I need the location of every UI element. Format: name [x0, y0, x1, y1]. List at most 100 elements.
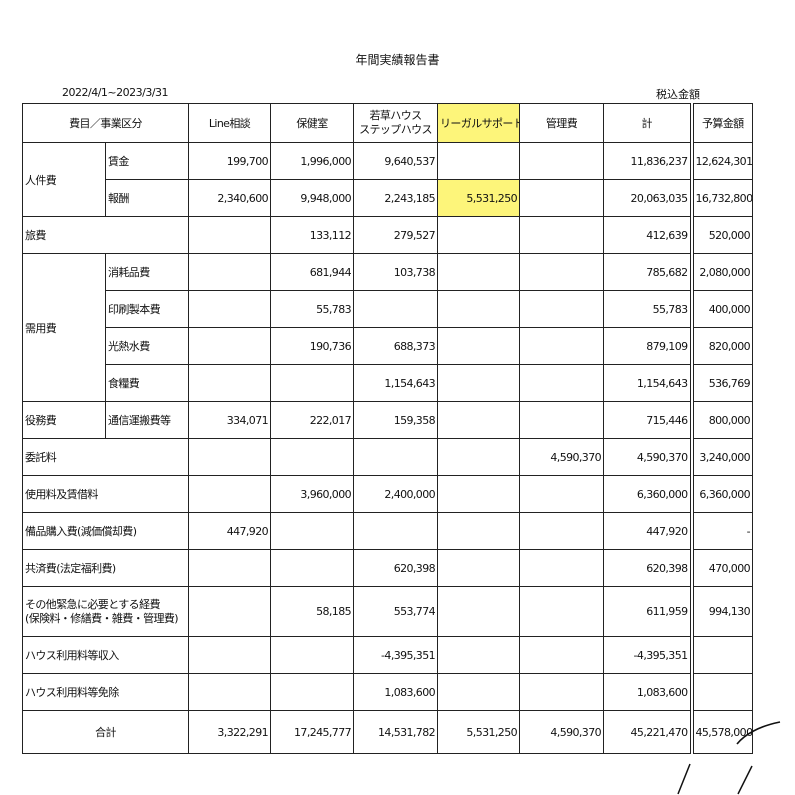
- amount-cell: 11,836,237: [603, 142, 692, 180]
- table-row: 食糧費 1,154,643 1,154,643 536,769: [23, 364, 753, 402]
- category-label: 備品購入費(減価償却費): [22, 512, 189, 550]
- header-wakakusa-house: 若草ハウス ステップハウス: [353, 103, 438, 143]
- amount-cell: 199,700: [188, 142, 271, 180]
- amount-cell: 994,130: [689, 586, 753, 637]
- amount-cell: 4,590,370: [519, 438, 604, 476]
- amount-cell: [437, 401, 520, 439]
- amount-cell: [270, 438, 354, 476]
- header-category: 費目／事業区分: [22, 103, 189, 143]
- amount-cell: 1,083,600: [353, 673, 438, 711]
- amount-cell: 3,322,291: [188, 710, 271, 754]
- amount-cell: [188, 673, 271, 711]
- amount-cell: [519, 673, 604, 711]
- amount-cell: [270, 636, 354, 674]
- table-body: 人件費 賃金 199,700 1,996,000 9,640,537 11,836,237…: [22, 142, 753, 754]
- amount-cell: [188, 253, 271, 291]
- category-label: 需用費: [22, 253, 106, 402]
- amount-cell: 1,996,000: [270, 142, 354, 180]
- amount-cell: 536,769: [689, 364, 753, 402]
- table-row: 役務費 通信運搬費等 334,071 222,017 159,358 715,446 800…: [22, 401, 753, 439]
- amount-cell: [437, 549, 520, 587]
- amount-cell: [270, 512, 354, 550]
- amount-cell: [519, 142, 604, 180]
- amount-cell: 620,398: [353, 549, 438, 587]
- amount-cell: [519, 253, 604, 291]
- amount-cell: [353, 290, 438, 328]
- amount-cell: 5,531,250: [437, 179, 520, 217]
- category-label: 役務費: [22, 401, 106, 439]
- amount-cell: 820,000: [689, 327, 753, 365]
- amount-cell: 6,360,000: [603, 475, 692, 513]
- amount-cell: [519, 216, 604, 254]
- header-management-fee: 管理費: [519, 103, 604, 143]
- amount-cell: [353, 512, 438, 550]
- table-row: 報酬 2,340,600 9,948,000 2,243,185 5,531,250 20…: [23, 179, 753, 217]
- amount-cell: 5,531,250: [437, 710, 520, 754]
- table-row: ハウス利用料等収入 -4,395,351 -4,395,351: [22, 636, 753, 674]
- amount-cell: 2,080,000: [689, 253, 753, 291]
- amount-cell: 447,920: [603, 512, 692, 550]
- amount-cell: 45,578,000: [689, 710, 753, 754]
- amount-cell: [437, 673, 520, 711]
- amount-cell: [437, 512, 520, 550]
- category-label: 使用料及賃借料: [22, 475, 189, 513]
- subcategory-label: 賃金: [105, 142, 189, 180]
- table-row: 印刷製本費 55,783 55,783 400,000: [23, 290, 753, 328]
- document-title: 年間実績報告書: [355, 53, 440, 67]
- amount-cell: 4,590,370: [603, 438, 692, 476]
- amount-cell: 800,000: [689, 401, 753, 439]
- amount-cell: 55,783: [270, 290, 354, 328]
- subcategory-label: 光熱水費: [105, 327, 189, 365]
- amount-cell: 159,358: [353, 401, 438, 439]
- annual-report-table: 費目／事業区分 Line相談 保健室 若草ハウス ステップハウス リーガルサポー…: [22, 103, 753, 754]
- amount-cell: 334,071: [188, 401, 271, 439]
- amount-cell: -4,395,351: [353, 636, 438, 674]
- header-line-consultation: Line相談: [188, 103, 271, 143]
- table-row: 備品購入費(減価償却費) 447,920 447,920-: [22, 512, 753, 550]
- amount-cell: 9,948,000: [270, 179, 354, 217]
- table-row: 光熱水費 190,736 688,373 879,109 820,000: [23, 327, 753, 365]
- table-row: 使用料及賃借料 3,960,000 2,400,000 6,360,000 6,360,…: [22, 475, 753, 513]
- header-health-room: 保健室: [270, 103, 354, 143]
- category-label: 共済費(法定福利費): [22, 549, 189, 587]
- amount-cell: -: [689, 512, 753, 550]
- amount-cell: 1,154,643: [603, 364, 692, 402]
- amount-cell: 447,920: [188, 512, 271, 550]
- amount-cell: [519, 290, 604, 328]
- subcategory-label: 報酬: [105, 179, 189, 217]
- amount-cell: 1,154,643: [353, 364, 438, 402]
- amount-cell: [437, 364, 520, 402]
- amount-cell: 20,063,035: [603, 179, 692, 217]
- amount-cell: 190,736: [270, 327, 354, 365]
- category-label: 旅費: [22, 216, 189, 254]
- amount-cell: 715,446: [603, 401, 692, 439]
- amount-cell: [519, 475, 604, 513]
- amount-cell: 400,000: [689, 290, 753, 328]
- check-mark: [736, 721, 781, 745]
- table-row: 共済費(法定福利費) 620,398 620,398 470,000: [22, 549, 753, 587]
- amount-cell: 58,185: [270, 586, 354, 637]
- amount-cell: 3,240,000: [689, 438, 753, 476]
- amount-cell: 1,083,600: [603, 673, 692, 711]
- category-label: 委託料: [22, 438, 189, 476]
- table-row: 需用費 消耗品費 681,944 103,738 785,682 2,080,000: [22, 253, 753, 402]
- tax-included-note: 税込金額: [656, 88, 700, 101]
- amount-cell: [437, 216, 520, 254]
- category-label: その他緊急に必要とする経費 (保険料・修繕費・雑費・管理費): [22, 586, 189, 637]
- amount-cell: 16,732,800: [689, 179, 753, 217]
- amount-cell: [689, 636, 753, 674]
- amount-cell: 2,243,185: [353, 179, 438, 217]
- amount-cell: 3,960,000: [270, 475, 354, 513]
- amount-cell: 681,944: [270, 253, 354, 291]
- amount-cell: [437, 290, 520, 328]
- amount-cell: 520,000: [689, 216, 753, 254]
- amount-cell: [437, 475, 520, 513]
- header-total: 計: [603, 103, 692, 143]
- amount-cell: 17,245,777: [270, 710, 354, 754]
- amount-cell: [353, 438, 438, 476]
- category-label: ハウス利用料等収入: [22, 636, 189, 674]
- amount-cell: [519, 586, 604, 637]
- header-legal-support: リーガルサポート: [437, 103, 520, 143]
- amount-cell: [188, 475, 271, 513]
- amount-cell: [437, 438, 520, 476]
